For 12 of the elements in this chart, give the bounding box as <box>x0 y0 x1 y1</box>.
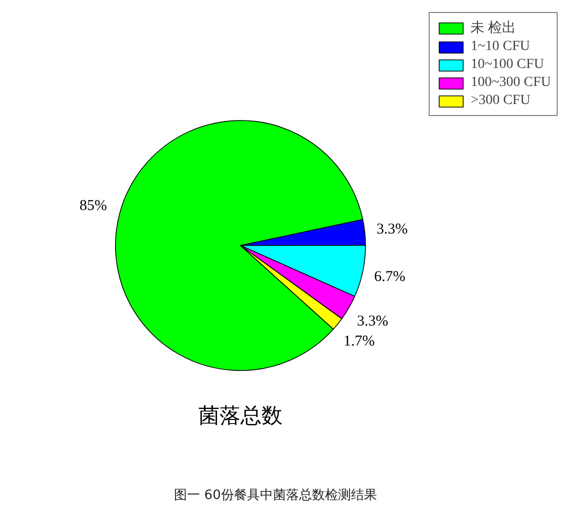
data-label: 85% <box>79 198 107 214</box>
text: 图一 60份餐具中菌落总数检测结果 <box>174 488 377 503</box>
legend-label: 100~300 CFU <box>470 75 551 91</box>
data-label: 1.7% <box>343 333 375 350</box>
data-label: 6.7% <box>374 269 406 286</box>
legend-label: >300 CFU <box>470 93 530 109</box>
text: 菌落总数 <box>198 404 282 428</box>
legend-label: 10~100 CFU <box>470 57 544 73</box>
legend-label: 1~10 CFU <box>470 39 530 55</box>
data-label: 3.3% <box>376 221 408 238</box>
legend-label: 未 检出 <box>470 20 516 37</box>
data-label: 3.3% <box>357 314 388 330</box>
